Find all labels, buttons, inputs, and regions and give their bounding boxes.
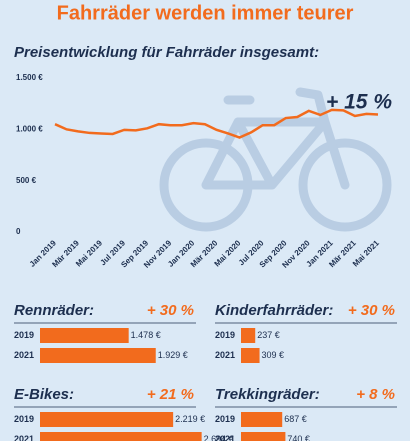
year-label: 2021	[215, 434, 235, 441]
price-line	[54, 108, 379, 139]
bar	[40, 328, 129, 343]
year-label: 2019	[14, 414, 34, 424]
bar	[241, 412, 283, 427]
bar	[241, 328, 256, 343]
value-label: 2.219 €	[175, 414, 205, 424]
panel-change: + 30 %	[147, 302, 194, 319]
value-label: 237 €	[257, 330, 280, 340]
value-label: 687 €	[284, 414, 307, 424]
bar	[40, 348, 156, 363]
value-label: 1.478 €	[131, 330, 161, 340]
panel-title: Rennräder:	[14, 302, 94, 319]
value-label: 1.929 €	[158, 350, 188, 360]
bar	[241, 348, 260, 363]
panel-title: E-Bikes:	[14, 386, 74, 403]
value-label: 309 €	[262, 350, 285, 360]
panel-title: Kinderfahrräder:	[215, 302, 333, 319]
annotation: + 15 %	[326, 91, 392, 114]
subtitle: Preisentwicklung für Fahrräder insgesamt…	[14, 44, 319, 61]
panel-change: + 8 %	[356, 386, 395, 403]
year-label: 2019	[14, 330, 34, 340]
year-label: 2021	[14, 434, 34, 441]
value-label: 740 €	[287, 434, 310, 441]
bar	[241, 432, 286, 441]
bar	[40, 412, 174, 427]
panel-title: Trekkingräder:	[215, 386, 320, 403]
title: Fahrräder werden immer teurer	[57, 2, 354, 24]
value-label: 2.694 €	[204, 434, 234, 441]
panel-change: + 21 %	[147, 386, 194, 403]
y-tick-label: 1.500 €	[16, 73, 43, 82]
y-tick-label: 500 €	[16, 176, 37, 185]
y-tick-label: 1.000 €	[16, 124, 43, 133]
year-label: 2019	[215, 330, 235, 340]
year-label: 2021	[14, 350, 34, 360]
year-label: 2019	[215, 414, 235, 424]
panel-change: + 30 %	[348, 302, 395, 319]
year-label: 2021	[215, 350, 235, 360]
bar	[40, 432, 202, 441]
y-tick-label: 0	[16, 227, 21, 236]
